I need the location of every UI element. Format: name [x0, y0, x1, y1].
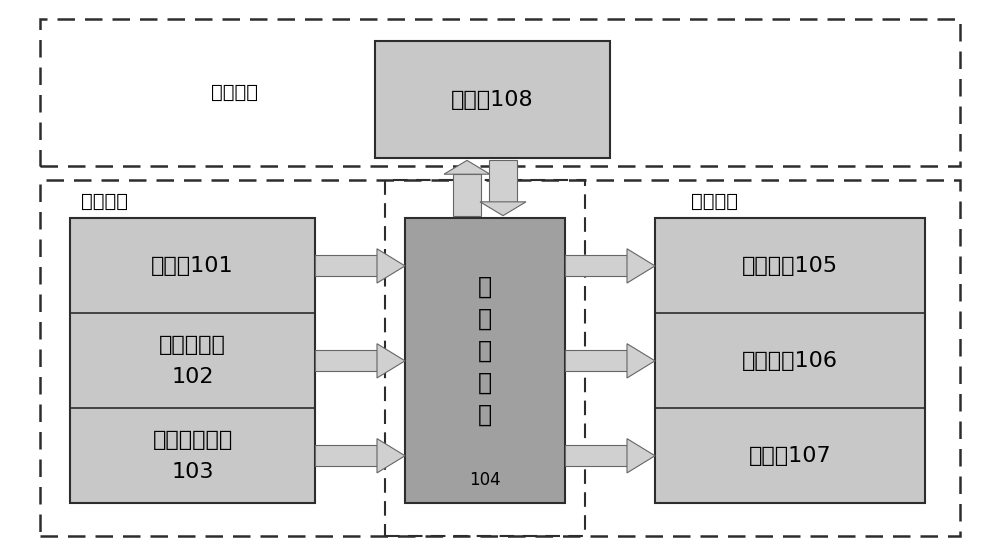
Bar: [405, 218, 565, 503]
Text: 102: 102: [171, 367, 214, 388]
Text: 光电管101: 光电管101: [151, 256, 234, 276]
Text: 霍尔接近开关: 霍尔接近开关: [152, 430, 233, 450]
Text: 报警器107: 报警器107: [749, 446, 831, 466]
Bar: [315, 445, 377, 466]
Text: 104: 104: [469, 471, 501, 489]
Bar: [385, 180, 585, 536]
Bar: [40, 19, 960, 166]
Text: 输出信号: 输出信号: [692, 192, 738, 211]
Polygon shape: [377, 249, 405, 283]
Bar: [565, 351, 627, 372]
Bar: [315, 351, 377, 372]
Polygon shape: [627, 249, 655, 283]
Bar: [70, 218, 315, 503]
Text: 光电编码器: 光电编码器: [159, 335, 226, 356]
Text: 核: 核: [478, 275, 492, 299]
Text: 输入信号: 输入信号: [82, 192, 128, 211]
Text: 器: 器: [478, 403, 492, 427]
Text: 给刀电机106: 给刀电机106: [742, 351, 838, 371]
Polygon shape: [627, 343, 655, 378]
Text: 103: 103: [171, 462, 214, 482]
Text: 人机交互: 人机交互: [212, 83, 258, 102]
Bar: [489, 160, 517, 202]
Text: 触摸屏108: 触摸屏108: [451, 90, 533, 109]
Polygon shape: [480, 202, 526, 216]
Polygon shape: [627, 439, 655, 473]
Bar: [315, 255, 377, 276]
Bar: [565, 255, 627, 276]
Bar: [375, 41, 610, 158]
Bar: [40, 180, 960, 536]
Text: 给料电机105: 给料电机105: [742, 256, 838, 276]
Text: 控: 控: [478, 339, 492, 363]
Bar: [565, 445, 627, 466]
Bar: [655, 218, 925, 503]
Polygon shape: [377, 439, 405, 473]
Bar: [453, 174, 481, 216]
Polygon shape: [444, 160, 490, 174]
Polygon shape: [377, 343, 405, 378]
Text: 心: 心: [478, 307, 492, 331]
Text: 制: 制: [478, 371, 492, 395]
